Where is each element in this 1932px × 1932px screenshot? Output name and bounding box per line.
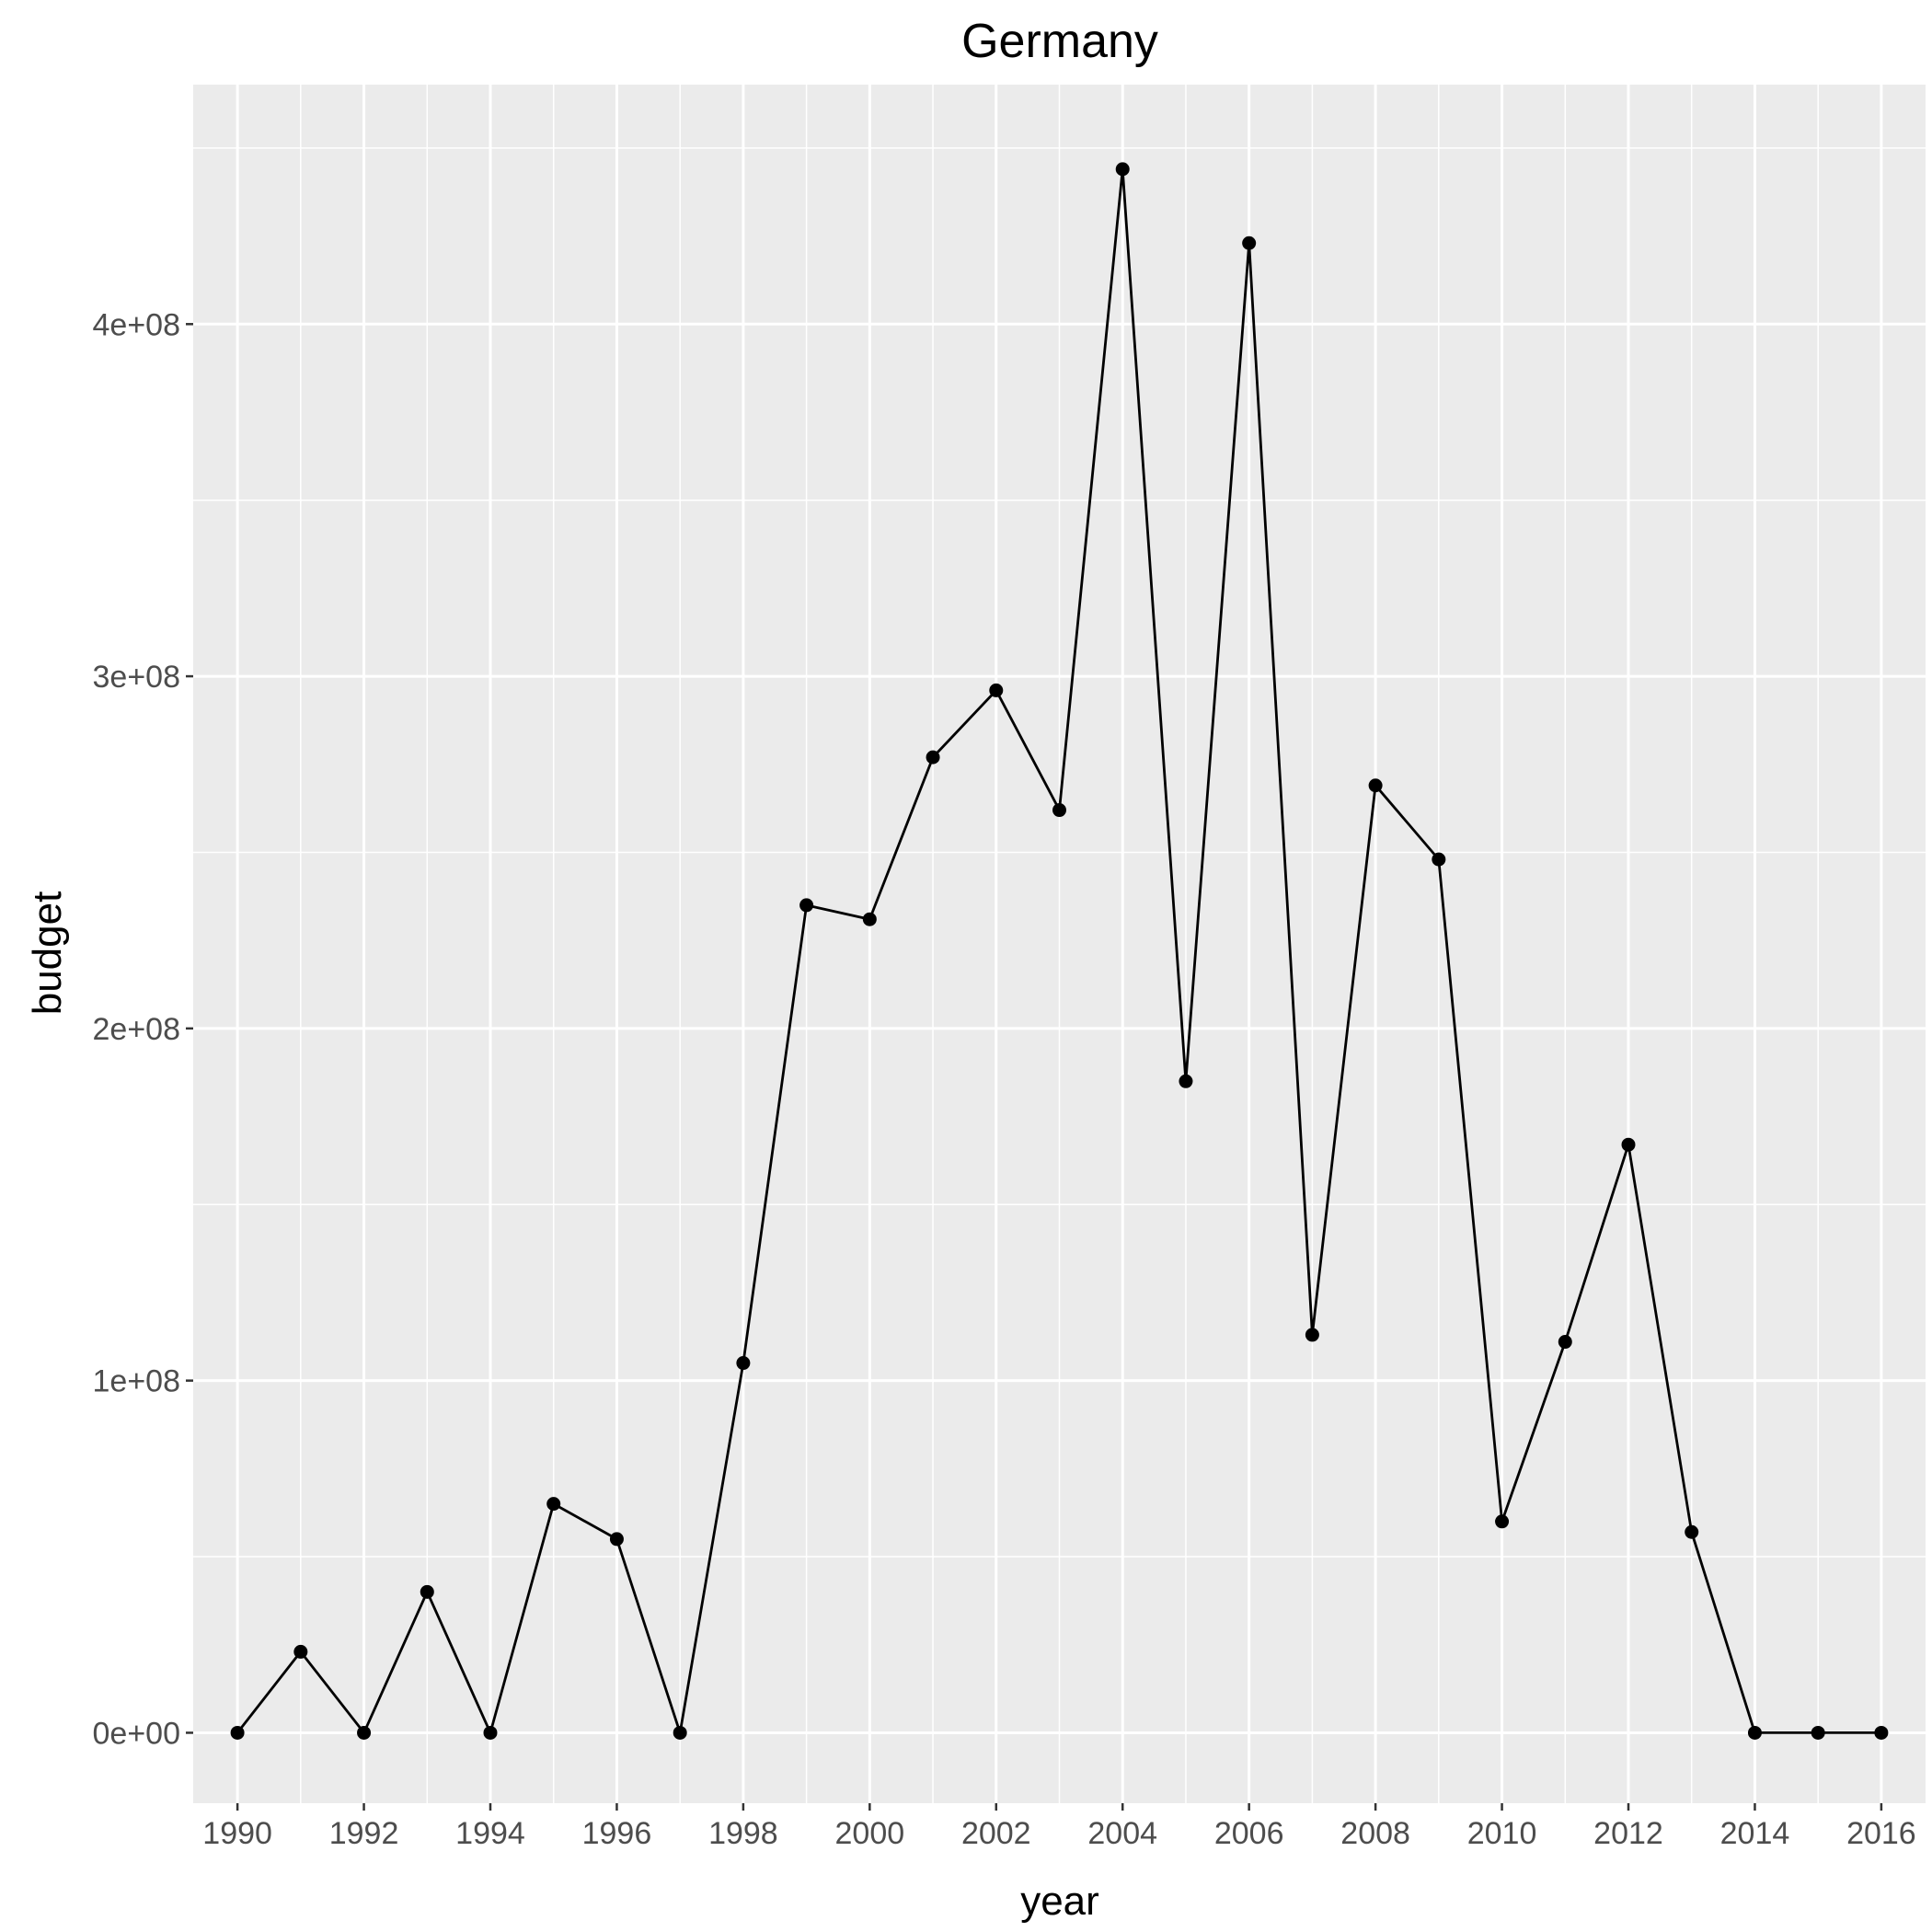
- data-point: [1685, 1524, 1699, 1539]
- data-point: [862, 912, 877, 926]
- data-point: [546, 1497, 561, 1512]
- data-point: [483, 1725, 498, 1740]
- data-point: [1179, 1074, 1193, 1088]
- y-tick-label: 1e+08: [93, 1364, 181, 1399]
- data-point: [1621, 1137, 1636, 1152]
- data-point: [1811, 1725, 1825, 1740]
- data-point: [230, 1725, 245, 1740]
- data-series: [230, 162, 1889, 1740]
- data-point: [1495, 1514, 1510, 1529]
- y-axis: 0e+00 1e+08 2e+08 3e+08 4e+08: [93, 307, 193, 1751]
- x-tick-label: 1996: [582, 1816, 652, 1851]
- x-tick-label: 2010: [1467, 1816, 1537, 1851]
- x-tick-label: 2008: [1340, 1816, 1410, 1851]
- x-tick-label: 1990: [202, 1816, 272, 1851]
- data-point: [799, 898, 814, 913]
- data-point: [673, 1725, 687, 1740]
- x-tick-label: 2016: [1846, 1816, 1916, 1851]
- y-tick-label: 0e+00: [93, 1716, 181, 1751]
- data-point: [357, 1725, 372, 1740]
- y-tick-label: 4e+08: [93, 307, 181, 342]
- data-point: [1432, 852, 1446, 867]
- y-tick-label: 2e+08: [93, 1012, 181, 1047]
- data-point: [609, 1532, 624, 1547]
- x-axis-title: year: [1020, 1879, 1099, 1924]
- data-point: [1115, 162, 1130, 177]
- data-point: [989, 683, 1004, 697]
- x-tick-label: 1994: [455, 1816, 525, 1851]
- chart-title: Germany: [961, 15, 1158, 68]
- data-point: [1305, 1328, 1319, 1342]
- x-tick-label: 2012: [1593, 1816, 1663, 1851]
- y-tick-label: 3e+08: [93, 660, 181, 695]
- data-point: [926, 750, 940, 765]
- data-point: [1558, 1335, 1572, 1350]
- x-tick-label: 2000: [835, 1816, 905, 1851]
- x-tick-label: 2006: [1214, 1816, 1284, 1851]
- minor-gridlines: [193, 85, 1926, 1803]
- data-point: [420, 1584, 434, 1599]
- x-tick-label: 1992: [329, 1816, 399, 1851]
- data-point: [736, 1356, 751, 1371]
- y-axis-title: budget: [25, 891, 70, 1016]
- data-point: [1242, 236, 1257, 250]
- x-tick-label: 2014: [1720, 1816, 1790, 1851]
- x-axis: 1990 1992 1994 1996 1998 2000 2002 2004 2006 2008…: [202, 1803, 1916, 1851]
- x-tick-label: 1998: [708, 1816, 778, 1851]
- major-gridlines: [193, 85, 1926, 1803]
- x-tick-label: 2002: [961, 1816, 1031, 1851]
- x-tick-label: 2004: [1087, 1816, 1157, 1851]
- data-point: [1368, 778, 1383, 793]
- data-point: [293, 1644, 308, 1659]
- data-point: [1874, 1725, 1889, 1740]
- data-point: [1052, 803, 1066, 818]
- data-point: [1747, 1725, 1762, 1740]
